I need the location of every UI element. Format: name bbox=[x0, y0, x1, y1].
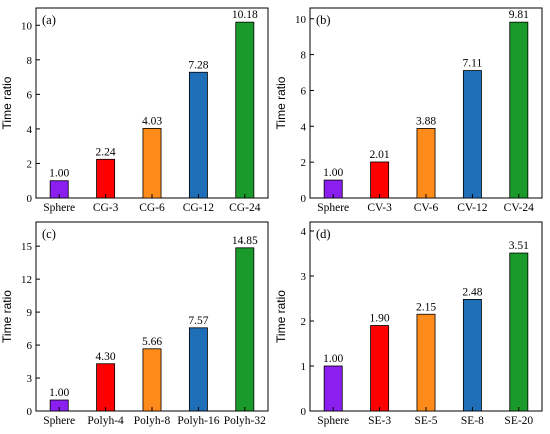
x-tick-label: CG-3 bbox=[93, 202, 119, 214]
bar-cv-6 bbox=[416, 128, 436, 199]
y-tick-label: 4 bbox=[27, 124, 33, 136]
x-tick-label: SE-20 bbox=[504, 415, 533, 427]
bar-se-3 bbox=[370, 325, 390, 412]
x-tick-label: Polyh-4 bbox=[87, 415, 124, 427]
data-label: 7.57 bbox=[188, 315, 208, 327]
y-tick-label: 2 bbox=[301, 316, 307, 328]
bar-polyh-16 bbox=[188, 327, 208, 412]
data-label: 3.88 bbox=[416, 115, 436, 127]
panel-d: 0 1 2 3 4 Time ratio (d) Sphere 1.00 SE-3 1.90 SE-5… bbox=[274, 221, 543, 427]
panel-c: 0 3 6 9 12 15 Time ratio (c) Sphere 1.00 Polyh-4 4.… bbox=[0, 221, 269, 427]
x-tick-label: CV-3 bbox=[367, 202, 392, 214]
panel-label: (b) bbox=[316, 13, 331, 27]
y-tick-label: 1 bbox=[301, 361, 307, 373]
bar-cg-3 bbox=[96, 158, 116, 199]
bar-polyh-32 bbox=[235, 247, 255, 412]
y-axis-label: Time ratio bbox=[274, 76, 288, 129]
x-tick-label: CG-6 bbox=[139, 202, 165, 214]
x-tick-label: CV-24 bbox=[504, 202, 534, 214]
x-tick-label: CV-12 bbox=[457, 202, 487, 214]
x-tick-label: CV-6 bbox=[414, 202, 439, 214]
data-label: 4.03 bbox=[142, 115, 162, 127]
data-label: 10.18 bbox=[232, 9, 258, 21]
bar-cv-3 bbox=[370, 161, 390, 199]
data-label: 1.90 bbox=[370, 313, 390, 325]
y-axis-label: Time ratio bbox=[0, 76, 14, 129]
y-tick-label: 10 bbox=[295, 14, 307, 26]
panel-b: 0 2 4 6 8 10 Time ratio (b) Sphere 1.00 CV-3 2.01 CV… bbox=[274, 7, 543, 214]
panel-label: (a) bbox=[42, 13, 56, 27]
data-label: 1.00 bbox=[323, 167, 343, 179]
x-tick-label: SE-8 bbox=[461, 415, 484, 427]
y-tick-label: 0 bbox=[301, 193, 307, 205]
bar-cg-24 bbox=[235, 21, 255, 199]
x-tick-label: Polyh-8 bbox=[134, 415, 171, 427]
y-tick-label: 0 bbox=[301, 406, 307, 418]
bar-polyh-4 bbox=[96, 363, 116, 412]
y-tick-label: 10 bbox=[21, 20, 33, 32]
data-label: 2.24 bbox=[96, 146, 116, 158]
y-tick-label: 2 bbox=[27, 158, 33, 170]
x-tick-label: Polyh-32 bbox=[224, 415, 266, 427]
y-tick-label: 12 bbox=[21, 274, 32, 286]
x-tick-label: SE-5 bbox=[415, 415, 438, 427]
x-tick-label: CG-12 bbox=[183, 202, 215, 214]
y-tick-label: 2 bbox=[301, 157, 307, 169]
x-tick-label: CG-24 bbox=[229, 202, 261, 214]
bar-se-20 bbox=[509, 252, 529, 412]
y-tick-label: 3 bbox=[27, 373, 33, 385]
data-label: 4.30 bbox=[96, 351, 116, 363]
panel-label: (c) bbox=[42, 227, 56, 241]
panel-a: 0 2 4 6 8 10 Time ratio (a) Sphere 1.00 CG-3 2.24 CG… bbox=[0, 7, 269, 214]
bar-cg-6 bbox=[142, 127, 162, 199]
y-tick-label: 4 bbox=[301, 226, 307, 238]
y-tick-label: 3 bbox=[301, 271, 307, 283]
y-tick-label: 6 bbox=[301, 85, 307, 97]
data-label: 7.28 bbox=[188, 59, 208, 71]
bar-se-8 bbox=[462, 298, 482, 412]
x-tick-label: Polyh-16 bbox=[177, 415, 219, 427]
bar-cv-24 bbox=[509, 21, 529, 199]
data-label: 1.00 bbox=[49, 168, 69, 180]
y-tick-label: 6 bbox=[27, 340, 33, 352]
bar-sphere bbox=[323, 365, 343, 412]
data-label: 2.48 bbox=[462, 286, 482, 298]
y-tick-label: 4 bbox=[301, 121, 307, 133]
y-tick-label: 9 bbox=[27, 307, 33, 319]
y-tick-label: 15 bbox=[21, 241, 33, 253]
y-tick-label: 8 bbox=[27, 55, 33, 67]
data-label: 2.15 bbox=[416, 301, 436, 313]
data-label: 1.00 bbox=[49, 387, 69, 399]
data-label: 1.00 bbox=[323, 353, 343, 365]
x-tick-label: Sphere bbox=[317, 202, 349, 214]
panel-label: (d) bbox=[316, 227, 331, 241]
data-label: 5.66 bbox=[142, 336, 162, 348]
y-axis-label: Time ratio bbox=[0, 290, 14, 343]
data-label: 3.51 bbox=[509, 240, 529, 252]
x-tick-label: Sphere bbox=[317, 415, 349, 427]
x-tick-label: Sphere bbox=[43, 415, 75, 427]
y-tick-label: 0 bbox=[27, 406, 33, 418]
data-label: 9.81 bbox=[509, 9, 529, 21]
bar-cg-12 bbox=[188, 71, 208, 199]
y-tick-label: 0 bbox=[27, 193, 33, 205]
x-tick-label: SE-3 bbox=[368, 415, 391, 427]
data-label: 14.85 bbox=[232, 235, 258, 247]
y-axis-label: Time ratio bbox=[274, 290, 288, 343]
x-tick-label: Sphere bbox=[43, 202, 75, 214]
data-label: 2.01 bbox=[370, 149, 390, 161]
y-tick-label: 6 bbox=[27, 89, 33, 101]
data-label: 7.11 bbox=[463, 58, 483, 70]
y-tick-label: 8 bbox=[301, 50, 307, 62]
bar-se-5 bbox=[416, 313, 436, 412]
bar-cv-12 bbox=[462, 70, 482, 199]
bar-polyh-8 bbox=[142, 348, 162, 412]
